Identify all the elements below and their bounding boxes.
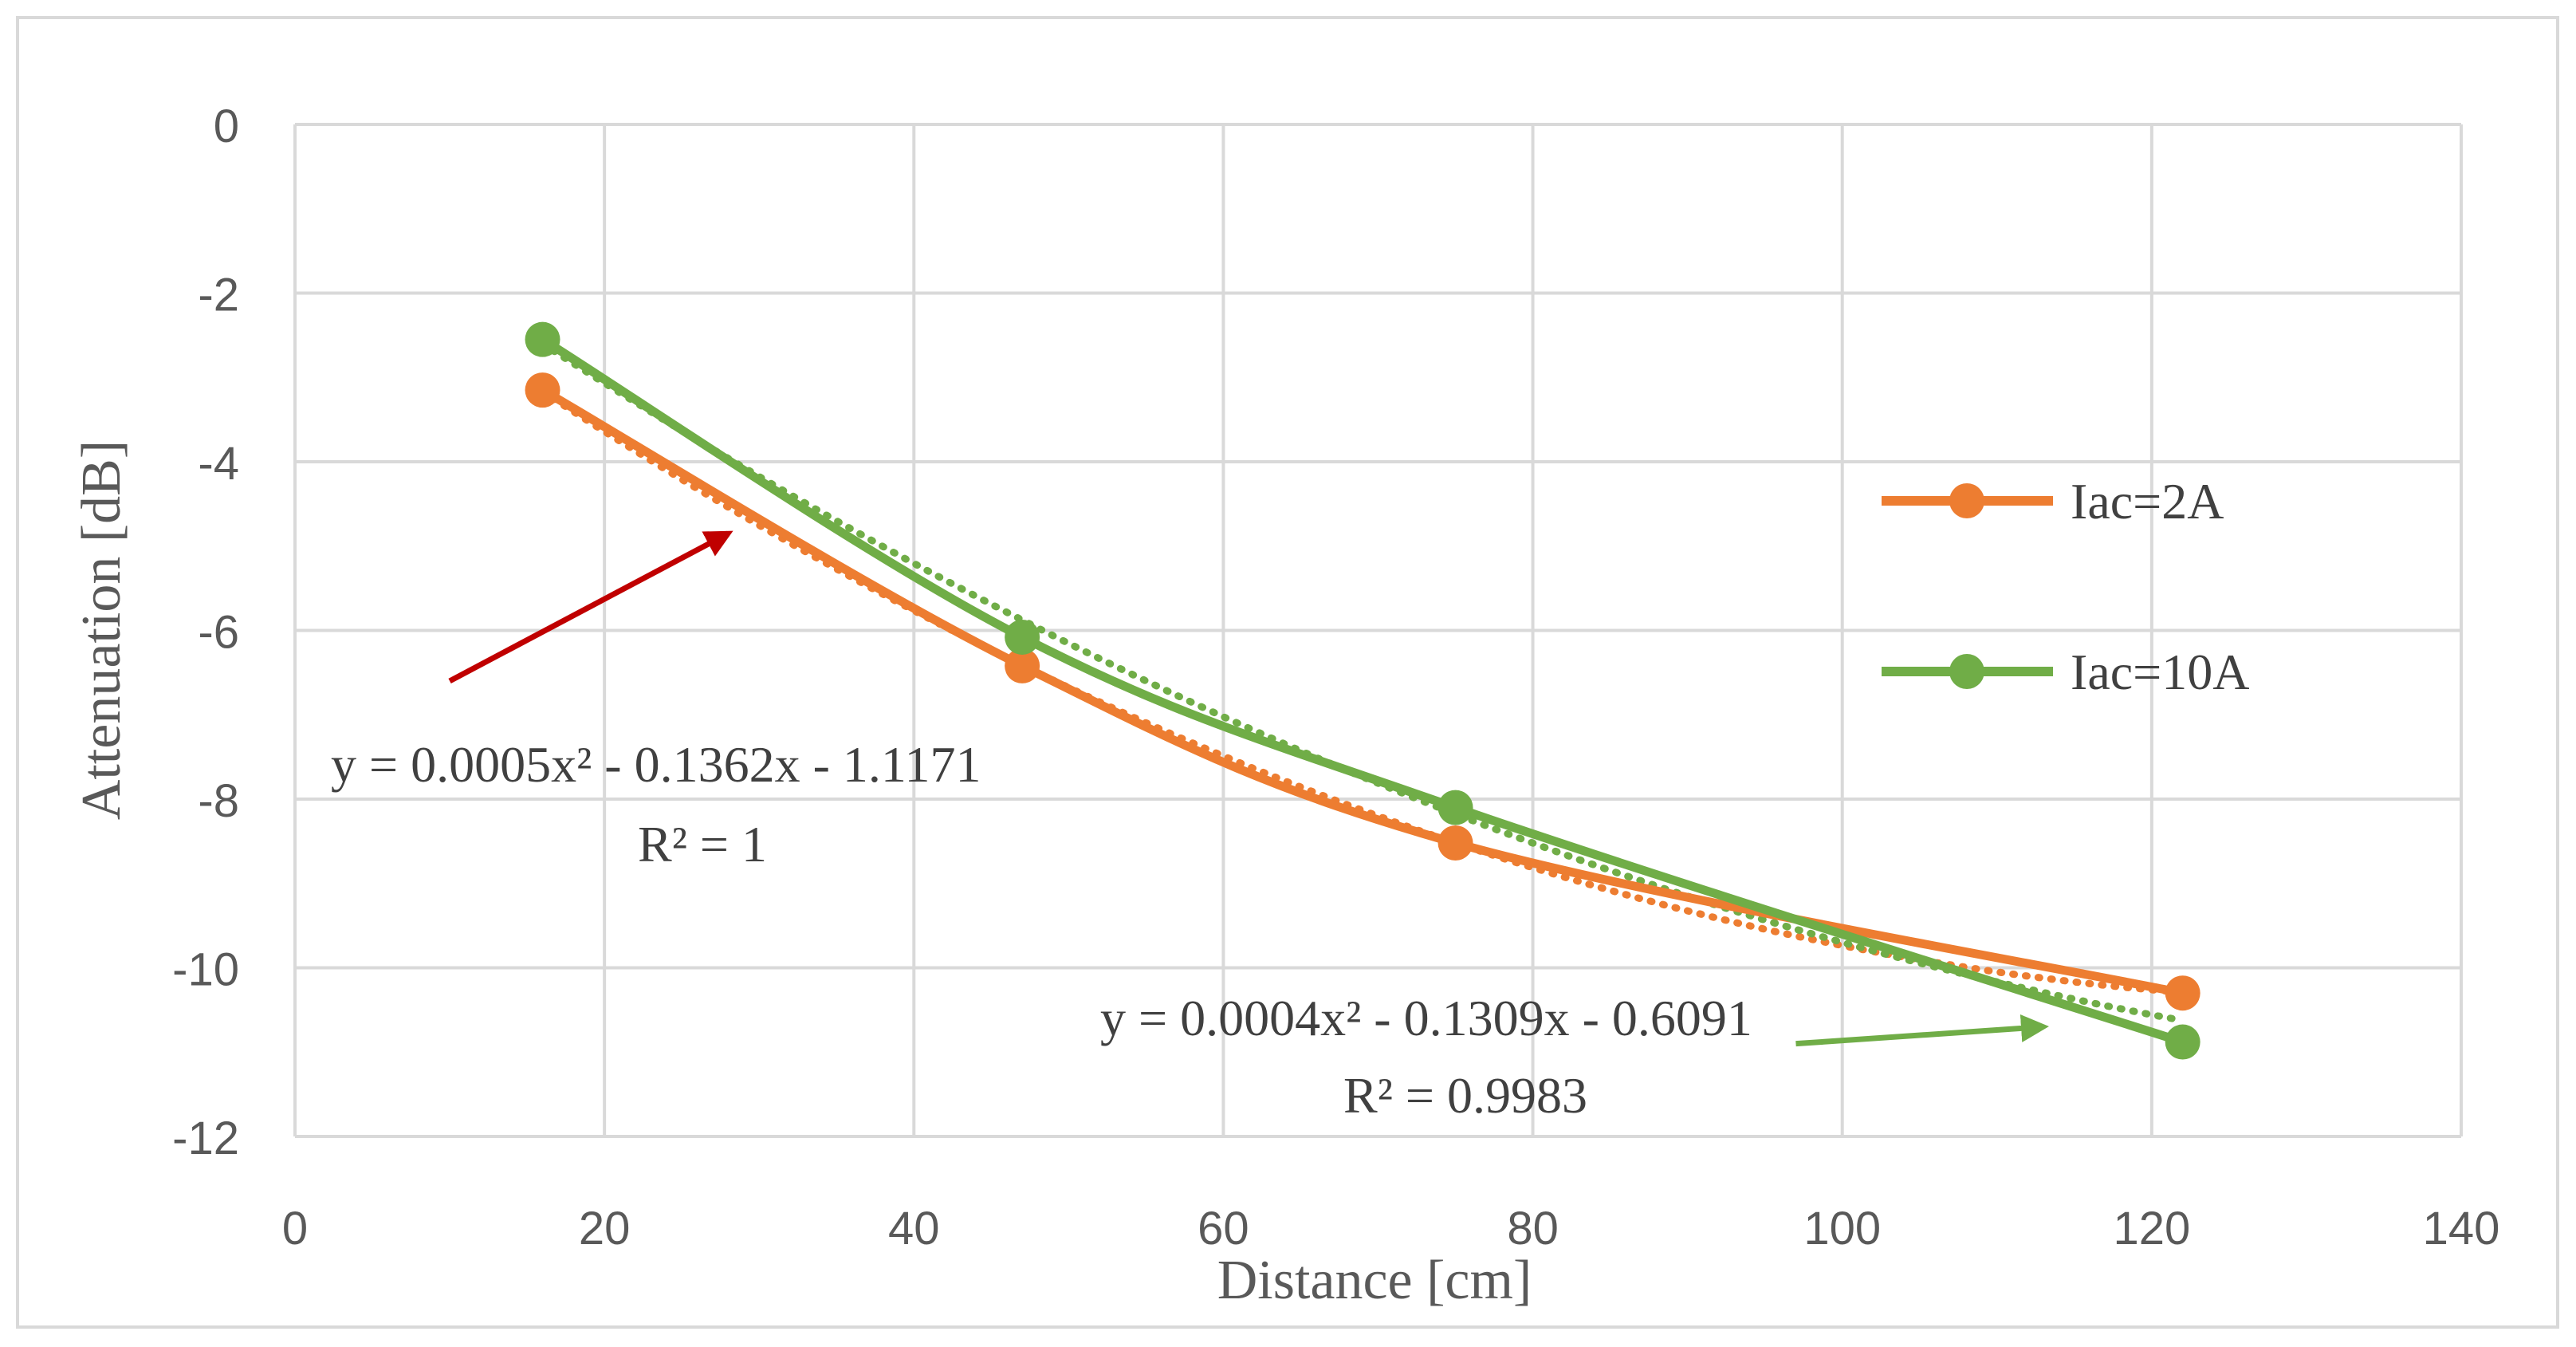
series-lines bbox=[538, 335, 2188, 1047]
arrow-equation-10A bbox=[1795, 1014, 2049, 1047]
x-tick-label: 40 bbox=[888, 1203, 940, 1254]
x-tick-label: 60 bbox=[1198, 1203, 1249, 1254]
data-point-Iac2A-0 bbox=[525, 372, 560, 408]
series-markers bbox=[525, 321, 2200, 1060]
y-tick-label: -2 bbox=[198, 270, 239, 321]
y-axis-title: Attenuation [dB] bbox=[71, 440, 132, 820]
legend-label-2A: Iac=2A bbox=[2071, 473, 2224, 530]
annotations: y = 0.0005x² - 0.1362x - 1.1171 R² = 1 y… bbox=[331, 530, 2049, 1124]
gridlines bbox=[293, 123, 2463, 1138]
series-line-Iac2A bbox=[538, 385, 2188, 998]
legend: Iac=2A Iac=10A bbox=[1882, 473, 2249, 700]
y-tick-label: -4 bbox=[198, 438, 239, 490]
arrow-equation-2A bbox=[448, 530, 733, 684]
data-point-Iac2A-1 bbox=[1005, 648, 1040, 683]
x-tick-label: 0 bbox=[282, 1203, 308, 1254]
equation-10A-text: y = 0.0004x² - 0.1309x - 0.6091 bbox=[1100, 990, 1752, 1046]
r-squared-2A-text: R² = 1 bbox=[638, 816, 767, 872]
x-tick-label: 80 bbox=[1507, 1203, 1559, 1254]
y-tick-label: -6 bbox=[198, 607, 239, 659]
data-point-Iac2A-2 bbox=[1437, 825, 1473, 861]
data-point-Iac10A-1 bbox=[1005, 619, 1040, 655]
axes: 0 -2 -4 -6 -8 -10 -12 0 20 40 60 80 100 120 140 bbox=[172, 100, 2499, 1254]
legend-label-10A: Iac=10A bbox=[2071, 644, 2249, 700]
x-tick-label: 20 bbox=[579, 1203, 631, 1254]
x-tick-label: 120 bbox=[2113, 1203, 2190, 1254]
y-tick-label: -12 bbox=[172, 1113, 239, 1164]
y-tick-label: -10 bbox=[172, 944, 239, 996]
x-tick-label: 140 bbox=[2423, 1203, 2500, 1254]
data-point-Iac2A-3 bbox=[2165, 975, 2200, 1011]
data-point-Iac10A-0 bbox=[525, 321, 560, 357]
legend-marker-2A bbox=[1949, 483, 1984, 518]
r-squared-10A-text: R² = 0.9983 bbox=[1343, 1067, 1587, 1124]
legend-marker-10A bbox=[1949, 654, 1984, 689]
x-axis-title: Distance [cm] bbox=[1217, 1250, 1532, 1311]
x-tick-label: 100 bbox=[1803, 1203, 1881, 1254]
equation-2A-text: y = 0.0005x² - 0.1362x - 1.1171 bbox=[331, 736, 981, 793]
y-tick-label: 0 bbox=[214, 100, 239, 152]
chart-border bbox=[16, 16, 2559, 1329]
series-line-Iac10A bbox=[538, 335, 2188, 1047]
y-tick-label: -8 bbox=[198, 775, 239, 827]
data-point-Iac10A-2 bbox=[1437, 790, 1473, 825]
data-point-Iac10A-3 bbox=[2165, 1024, 2200, 1060]
